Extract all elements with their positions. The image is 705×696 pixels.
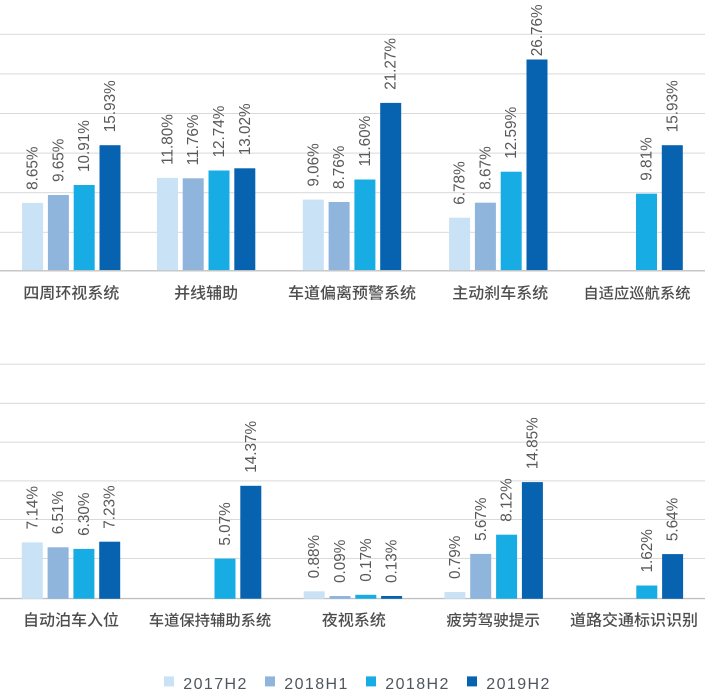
svg-text:8.12%: 8.12% [499,478,516,522]
svg-text:9.81%: 9.81% [639,137,656,181]
svg-text:13.02%: 13.02% [237,103,254,155]
svg-text:0.88%: 0.88% [306,535,323,579]
svg-text:15.93%: 15.93% [102,80,119,132]
svg-text:8.76%: 8.76% [331,145,348,189]
svg-text:2019H2: 2019H2 [486,676,550,691]
svg-text:6.78%: 6.78% [452,161,469,205]
svg-text:5.64%: 5.64% [665,497,682,541]
svg-text:1.62%: 1.62% [639,529,656,573]
svg-text:0.17%: 0.17% [358,538,375,582]
svg-text:5.67%: 5.67% [473,497,490,541]
svg-text:8.65%: 8.65% [25,146,42,190]
svg-text:15.93%: 15.93% [664,80,681,132]
svg-text:0.79%: 0.79% [447,535,464,579]
svg-text:8.67%: 8.67% [477,146,494,190]
svg-text:2017H2: 2017H2 [183,676,247,691]
svg-text:26.76%: 26.76% [529,4,546,56]
svg-text:11.80%: 11.80% [159,114,176,165]
svg-text:5.07%: 5.07% [217,502,234,546]
svg-text:0.13%: 0.13% [384,539,401,583]
svg-text:10.91%: 10.91% [76,120,93,172]
svg-text:14.37%: 14.37% [243,421,260,473]
svg-text:2018H2: 2018H2 [385,676,449,691]
svg-text:12.59%: 12.59% [503,106,520,158]
svg-text:7.23%: 7.23% [102,485,119,529]
svg-text:21.27%: 21.27% [383,38,400,90]
svg-text:14.85%: 14.85% [524,417,541,469]
svg-text:12.74%: 12.74% [211,105,228,157]
svg-text:11.60%: 11.60% [357,115,374,166]
svg-text:9.06%: 9.06% [305,143,322,187]
svg-text:2018H1: 2018H1 [284,676,348,691]
svg-text:0.09%: 0.09% [332,539,349,583]
svg-text:6.51%: 6.51% [50,491,67,535]
svg-text:9.65%: 9.65% [50,138,67,182]
svg-text:7.14%: 7.14% [24,486,41,530]
svg-text:6.30%: 6.30% [76,492,93,536]
svg-text:11.76%: 11.76% [185,114,202,165]
